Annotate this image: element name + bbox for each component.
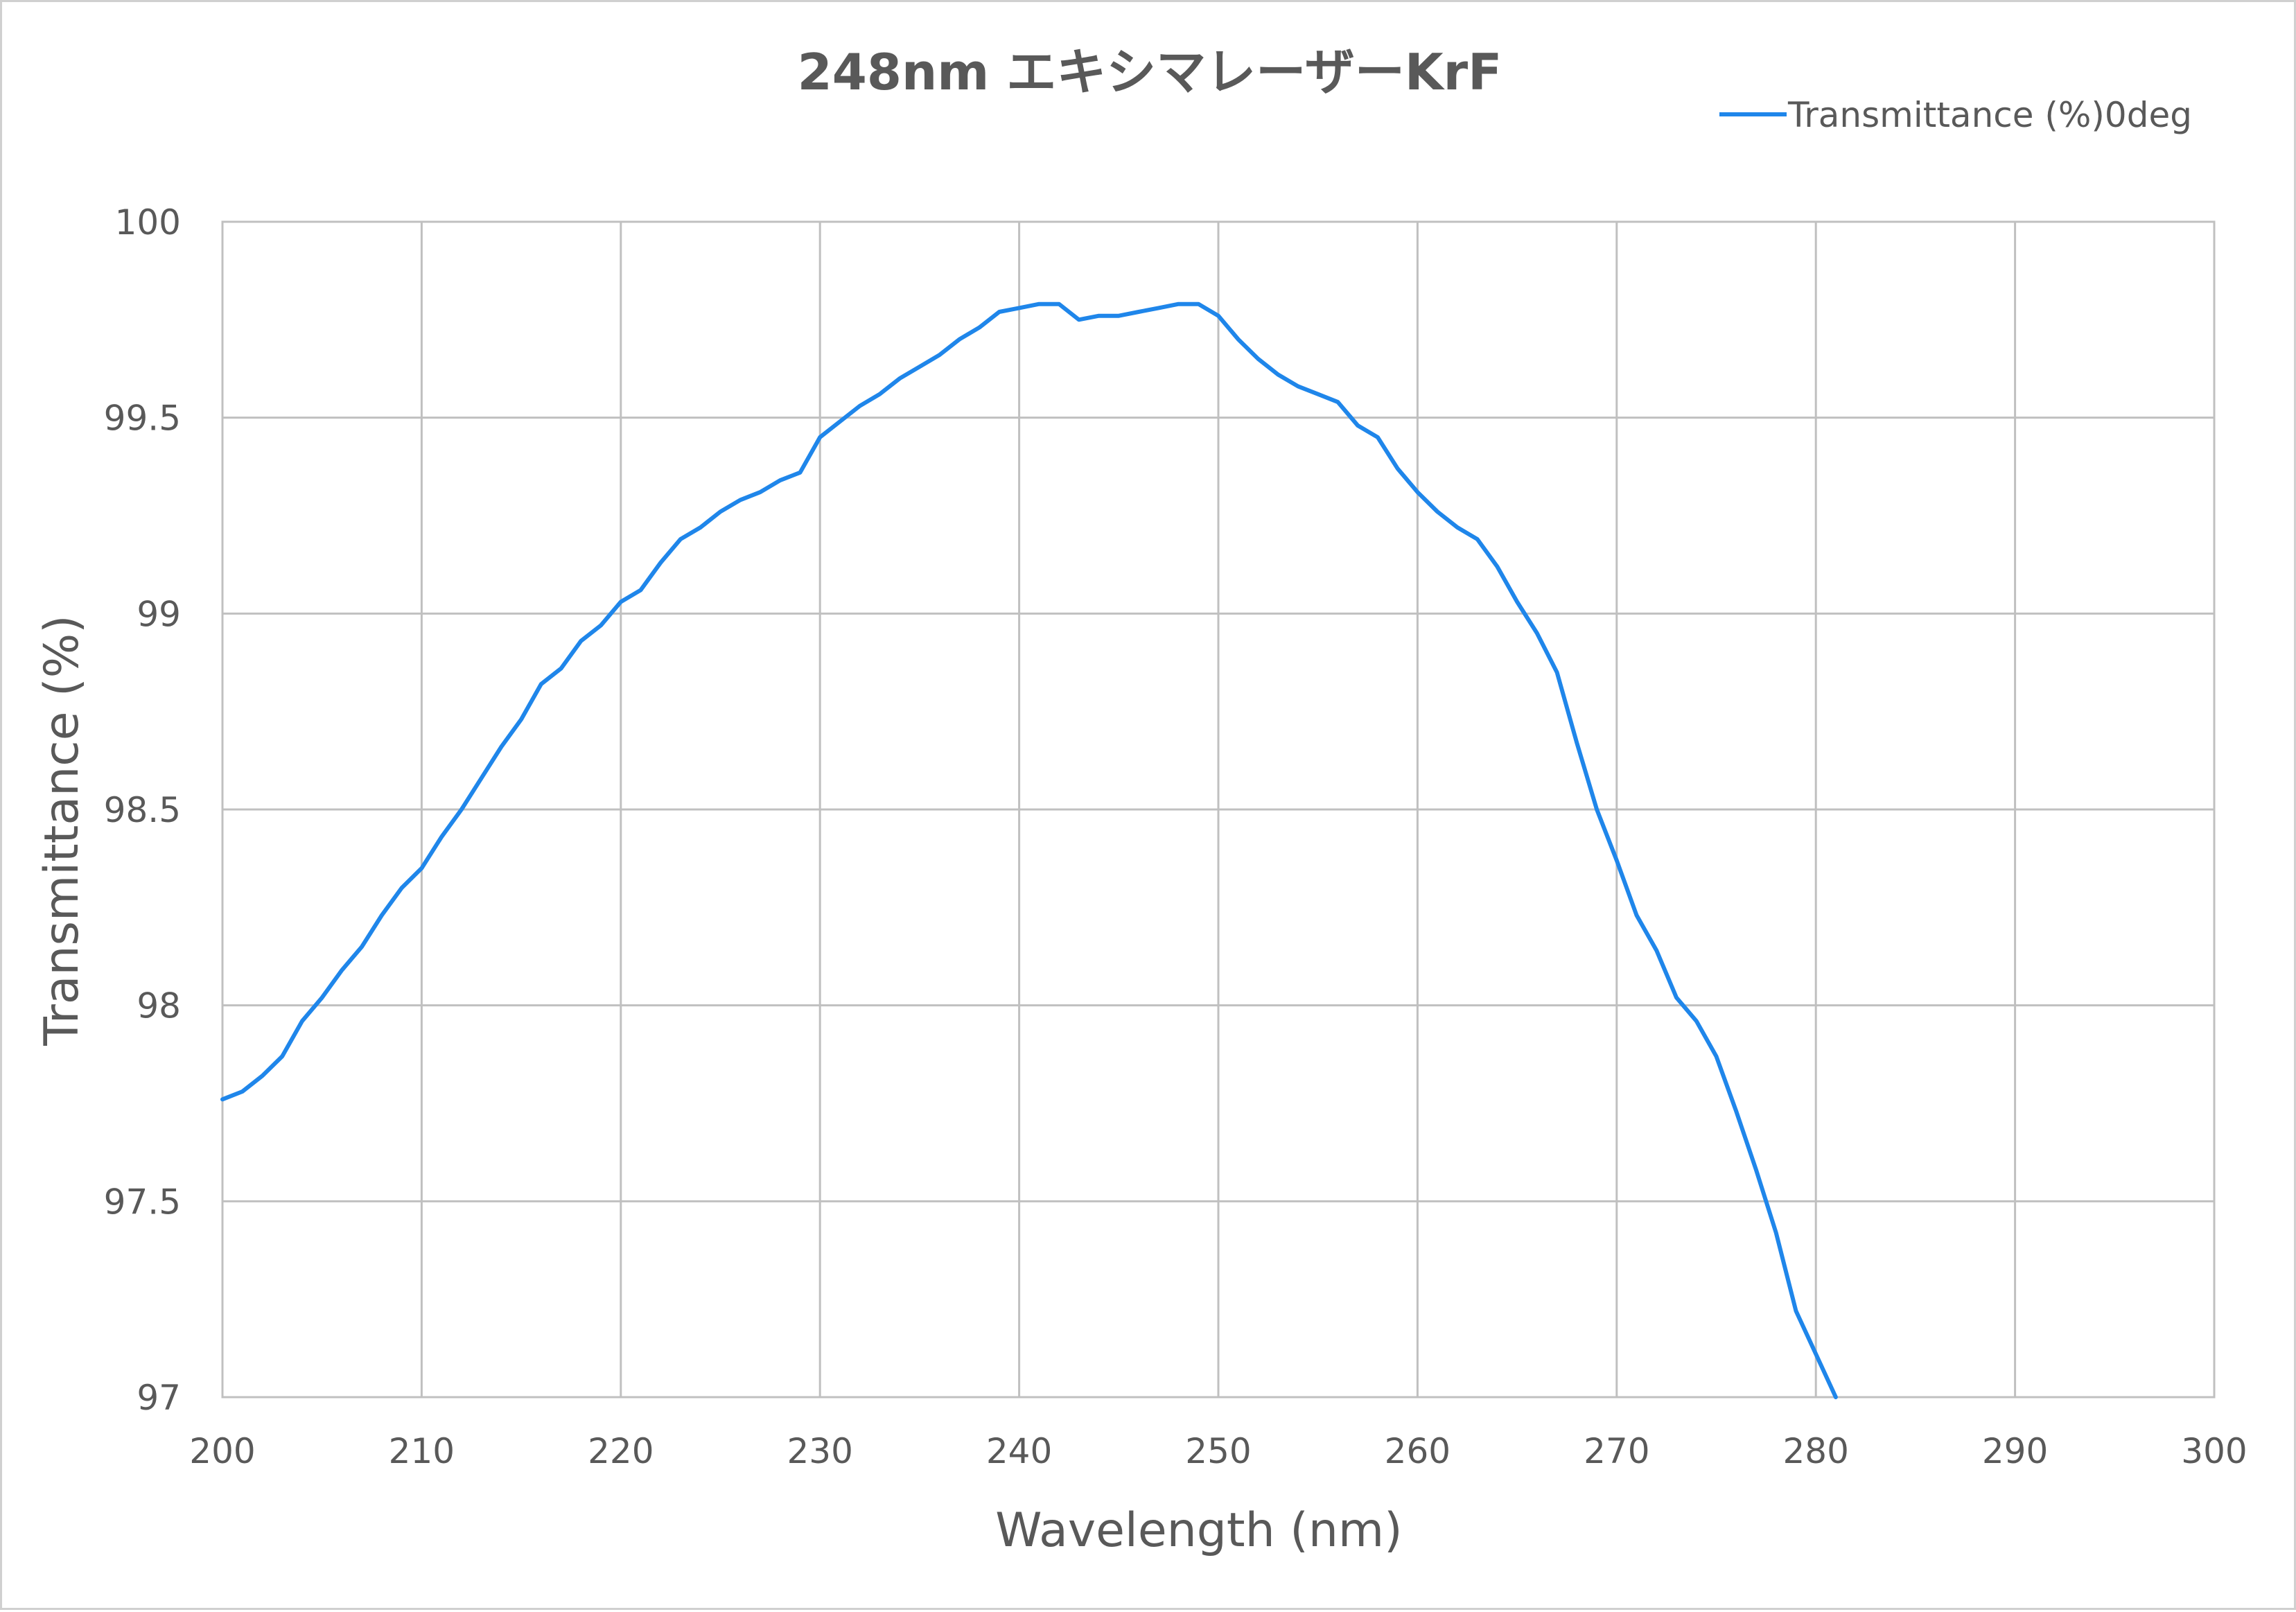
grid-layer [221,220,2216,1399]
y-tick-label-3: 98.5 [104,790,181,830]
y-tick-label-0: 97 [137,1378,181,1418]
x-tick-label-8: 280 [1782,1431,1848,1471]
series-layer [220,301,1838,1399]
y-tick-label-5: 99.5 [104,398,181,439]
y-tick-label-1: 97.5 [104,1182,181,1222]
x-tick-label-2: 220 [588,1431,654,1471]
x-tick-label-4: 240 [986,1431,1052,1471]
y-axis-label: Transmittance (%) [35,615,89,1046]
legend: Transmittance (%)0deg [1719,95,2192,135]
y-tick-label-4: 99 [137,594,181,634]
x-tick-label-7: 270 [1584,1431,1649,1471]
x-tick-label-9: 290 [1982,1431,2048,1471]
x-tick-label-3: 230 [787,1431,852,1471]
plot-area-border [221,220,2216,1399]
x-tick-label-1: 210 [389,1431,455,1471]
axis-layer: 200 210 220 230 240 250 260 270 280 290 300 97 97.5 9… [104,202,2247,1471]
x-tick-label-5: 250 [1185,1431,1251,1471]
x-tick-label-6: 260 [1385,1431,1451,1471]
x-tick-label-10: 300 [2181,1431,2247,1471]
chart-title: 248nm エキシマレーザーKrF [798,43,1502,101]
x-axis-label: Wavelength (nm) [995,1503,1402,1558]
y-tick-label-2: 98 [137,986,181,1026]
x-tick-label-0: 200 [189,1431,255,1471]
y-tick-label-6: 100 [115,202,181,243]
legend-label-series-0: Transmittance (%)0deg [1787,95,2192,135]
series-line-0 [220,301,1838,1399]
